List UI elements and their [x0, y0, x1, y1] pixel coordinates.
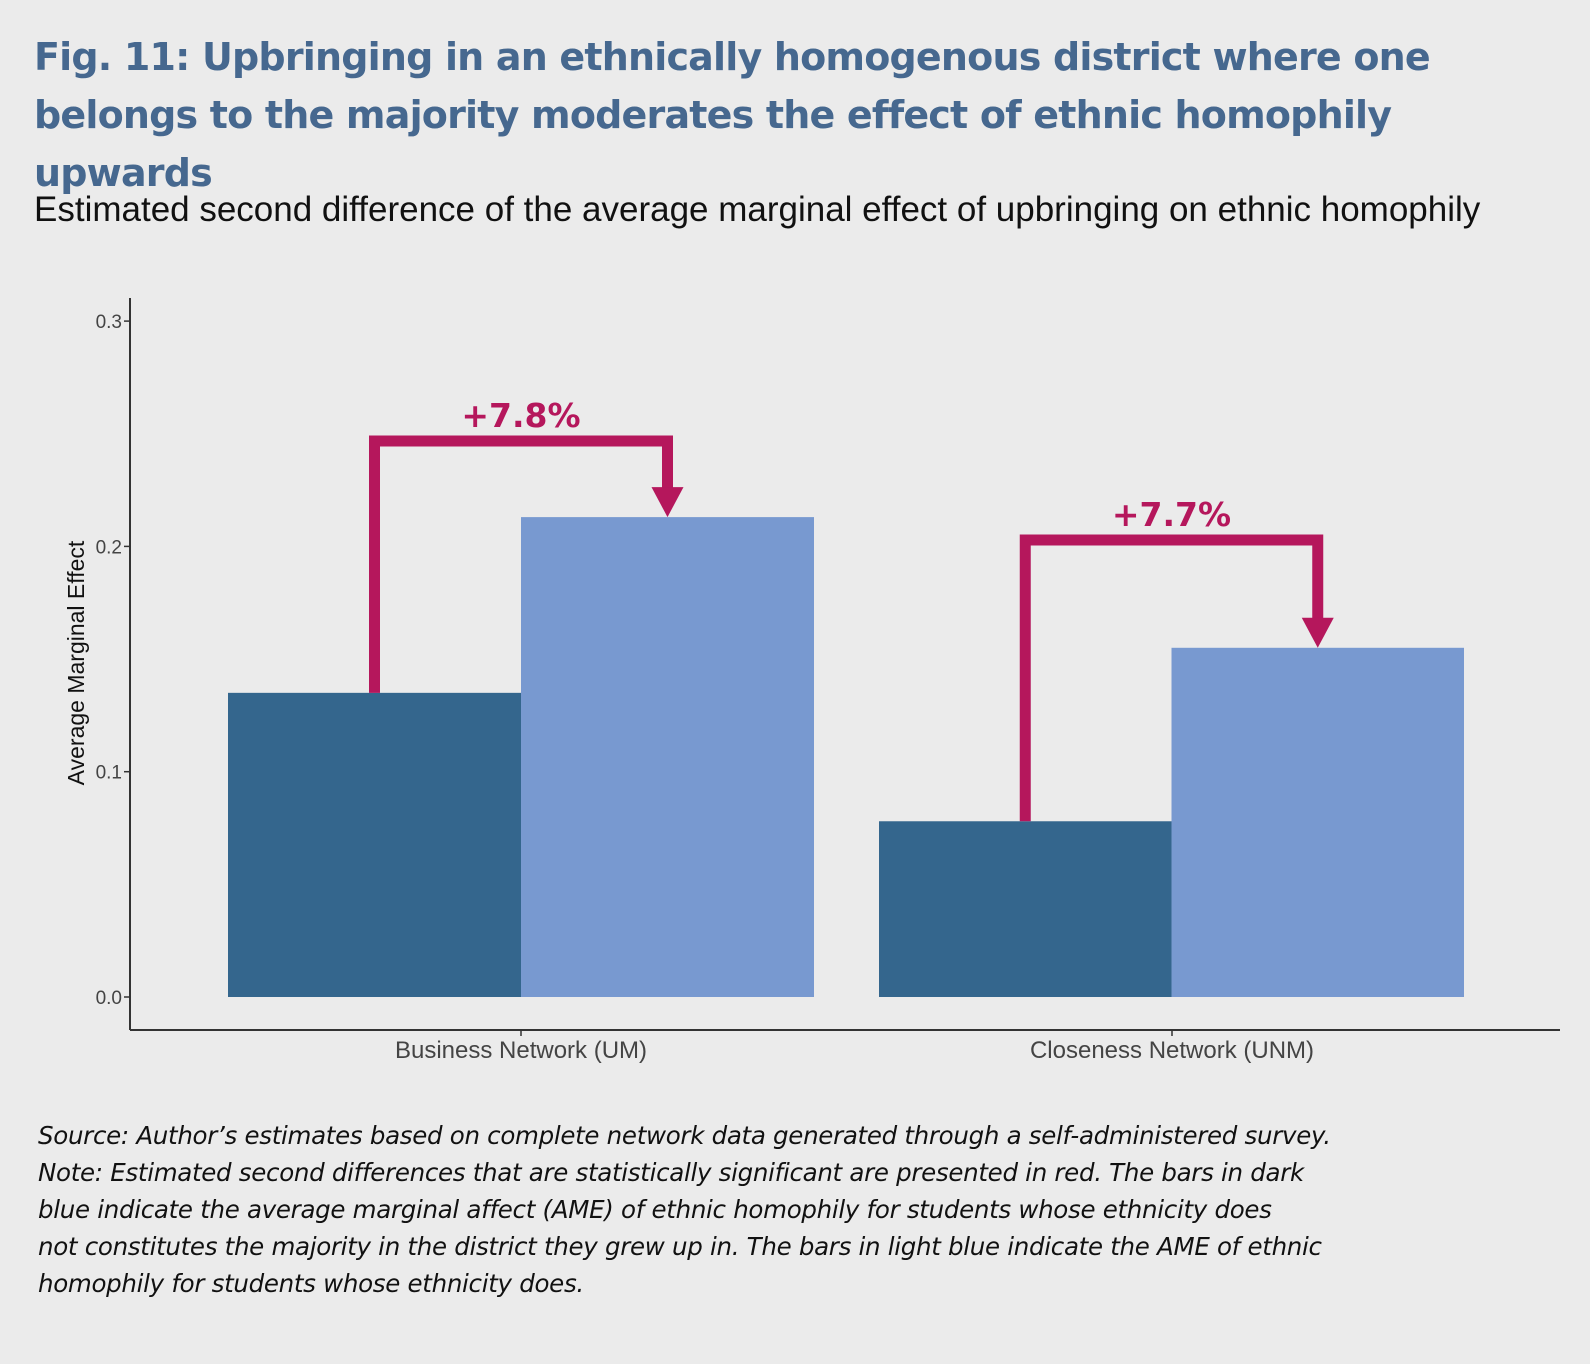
bars	[228, 517, 1464, 997]
arrow-head	[1301, 617, 1334, 648]
y-tick-label: 0.2	[96, 537, 122, 558]
note-line: blue indicate the average marginal affec…	[38, 1195, 1272, 1224]
y-tick-label: 0.3	[96, 312, 122, 333]
difference-label: +7.7%	[1112, 495, 1231, 534]
bar	[228, 692, 521, 997]
x-tick-label: Closeness Network (UNM)	[1030, 1037, 1314, 1064]
x-tick-label: Business Network (UM)	[395, 1037, 647, 1064]
bar-chart: 0.0 0.1 0.2 0.3 Business Network (UM) Closen…	[63, 298, 1560, 1064]
y-axis-label: Average Marginal Effect	[63, 540, 89, 785]
chart-title: Fig. 11: Upbringing in an ethnically hom…	[34, 35, 1431, 195]
note-line: Source: Author’s estimates based on comp…	[38, 1121, 1331, 1150]
note-line: not constitutes the majority in the dist…	[38, 1232, 1322, 1261]
y-tick-label: 0.1	[96, 763, 122, 784]
arrow-head	[651, 487, 684, 518]
y-axis: 0.0 0.1 0.2 0.3	[96, 298, 131, 1030]
bar	[879, 821, 1172, 997]
annotations: +7.8% +7.7%	[369, 396, 1334, 822]
note-line: Note: Estimated second differences that …	[38, 1158, 1304, 1187]
bar	[1171, 647, 1464, 997]
difference-label: +7.8%	[461, 396, 580, 435]
source-note: Source: Author’s estimates based on comp…	[38, 1117, 1508, 1302]
chart-subtitle: Estimated second difference of the avera…	[34, 190, 1481, 229]
x-axis: Business Network (UM) Closeness Network (…	[130, 1029, 1560, 1064]
y-tick-label: 0.0	[96, 988, 122, 1009]
bar	[521, 517, 814, 997]
note-line: homophily for students whose ethnicity d…	[38, 1269, 584, 1298]
difference-arrow	[1019, 534, 1324, 822]
difference-arrow	[369, 435, 673, 693]
